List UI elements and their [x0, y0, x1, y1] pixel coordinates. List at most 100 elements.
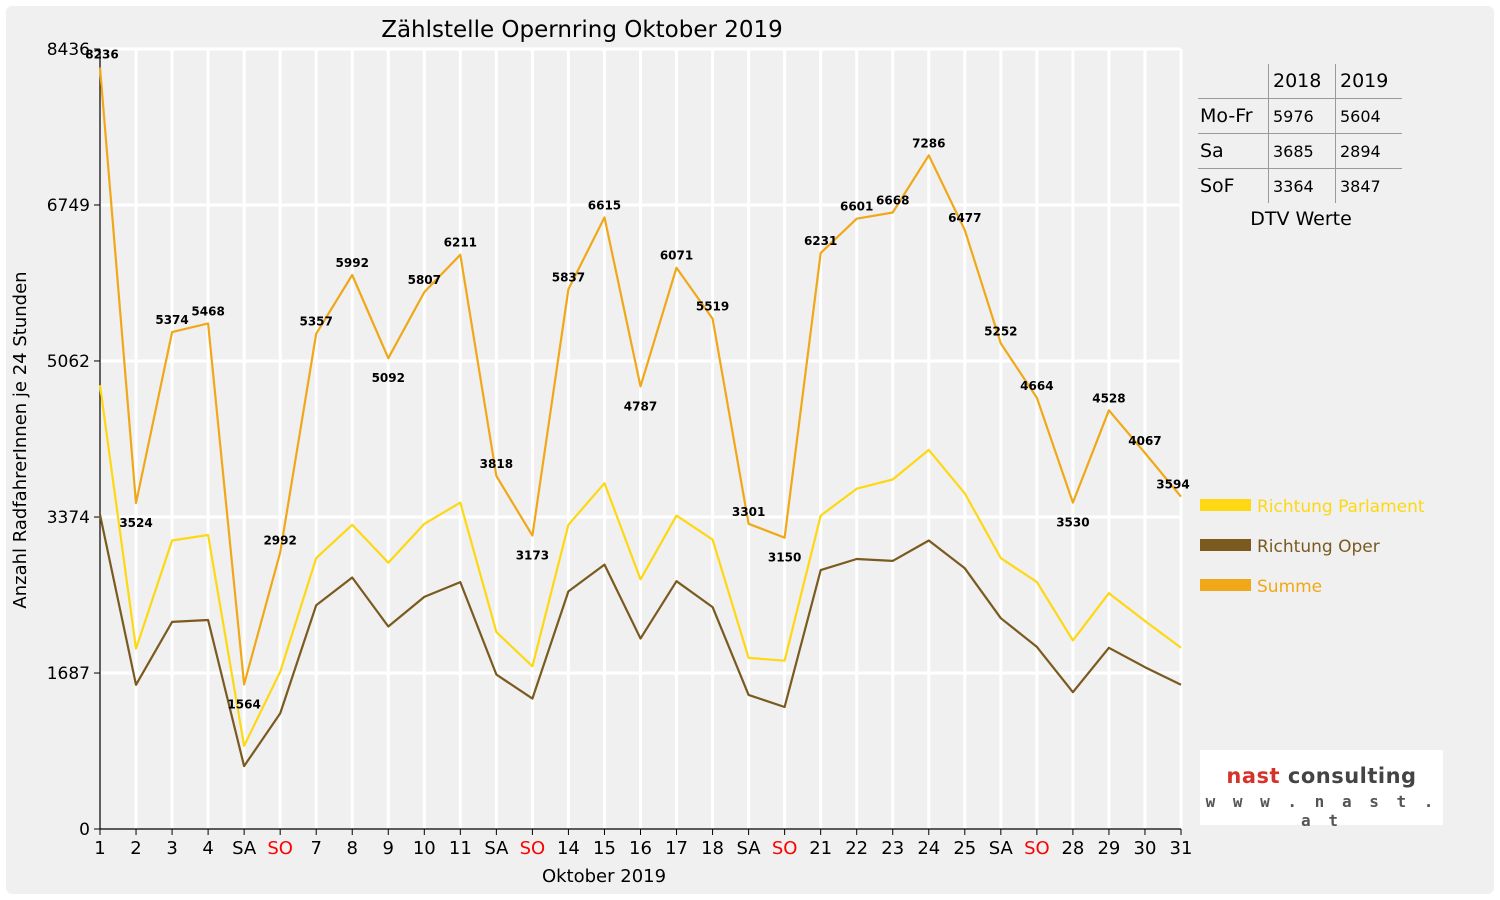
- y-tick-label: 8436: [47, 40, 90, 60]
- dtv-value-2018: 3685: [1268, 133, 1336, 169]
- data-label: 6211: [444, 236, 477, 250]
- y-tick-label: 6749: [47, 196, 90, 216]
- legend-swatch: [1200, 499, 1251, 511]
- x-tick-label: 9: [383, 838, 394, 859]
- x-tick-label: 31: [1170, 838, 1193, 859]
- x-tick-label: SO: [772, 838, 798, 859]
- data-label: 5252: [984, 324, 1017, 338]
- data-label: 6601: [840, 200, 873, 214]
- legend-label: Richtung Oper: [1257, 537, 1380, 557]
- x-tick-label: 8: [347, 838, 358, 859]
- logo-brand-part1: nast: [1226, 764, 1281, 788]
- x-axis-label: Oktober 2019: [542, 866, 666, 887]
- data-label: 2992: [263, 533, 296, 547]
- x-tick-label: 10: [413, 838, 436, 859]
- data-label: 4067: [1128, 434, 1161, 448]
- chart-title: Zählstelle Opernring Oktober 2019: [381, 17, 783, 43]
- dtv-value-2019: 3847: [1335, 168, 1402, 203]
- dtv-table: 2018 2019 Mo-Fr 5976 5604 Sa 3685 2894 S…: [1198, 64, 1402, 203]
- x-tick-label: SO: [520, 838, 546, 859]
- legend-swatch: [1200, 539, 1251, 551]
- legend-swatch: [1200, 579, 1251, 591]
- data-label: 5807: [408, 273, 441, 287]
- data-label: 4787: [624, 399, 657, 413]
- dtv-row-label: SoF: [1198, 168, 1269, 203]
- data-label: 5519: [696, 300, 729, 314]
- logo-brand: nast consulting: [1200, 764, 1443, 788]
- data-label: 7286: [912, 136, 945, 150]
- x-tick-label: SO: [267, 838, 293, 859]
- data-label: 3301: [732, 505, 765, 519]
- dtv-row-mofr: Mo-Fr 5976 5604: [1198, 98, 1402, 134]
- x-tick-label: 14: [557, 838, 580, 859]
- dtv-value-2019: 2894: [1335, 133, 1402, 169]
- dtv-value-2018: 3364: [1268, 168, 1336, 203]
- dtv-value-2018: 5976: [1268, 98, 1336, 134]
- dtv-header-2018: 2018: [1268, 64, 1336, 99]
- x-tick-label: SA: [484, 838, 509, 859]
- dtv-caption: DTV Werte: [1250, 208, 1352, 230]
- company-logo: nast consulting w w w . n a s t . a t: [1200, 750, 1443, 830]
- x-tick-label: 1: [94, 838, 105, 859]
- legend-label: Summe: [1257, 577, 1322, 597]
- data-label: 8236: [85, 47, 118, 61]
- data-label: 5357: [299, 315, 332, 329]
- logo-brand-part2: consulting: [1287, 764, 1417, 788]
- y-tick-label: 5062: [47, 352, 90, 372]
- data-label: 1564: [227, 697, 260, 711]
- dtv-row-label: Sa: [1198, 133, 1269, 169]
- y-tick-label: 1687: [47, 664, 90, 684]
- legend-label: Richtung Parlament: [1257, 497, 1425, 517]
- data-label: 4664: [1020, 379, 1053, 393]
- y-axis-label: Anzahl RadfahrerInnen je 24 Stunden: [10, 271, 31, 608]
- x-tick-label: 15: [593, 838, 616, 859]
- dtv-row-label: Mo-Fr: [1198, 98, 1269, 134]
- data-label: 5374: [155, 313, 188, 327]
- data-label: 5092: [372, 371, 405, 385]
- data-label: 3524: [119, 516, 152, 530]
- y-tick-label: 3374: [47, 508, 90, 528]
- x-tick-label: 22: [845, 838, 868, 859]
- x-tick-label: 17: [665, 838, 688, 859]
- dtv-header-2019: 2019: [1335, 64, 1402, 99]
- data-label: 5837: [552, 270, 585, 284]
- x-tick-label: 30: [1134, 838, 1157, 859]
- data-label: 3818: [480, 457, 513, 471]
- dtv-header-row: 2018 2019: [1198, 64, 1402, 99]
- x-tick-label: 23: [881, 838, 904, 859]
- dtv-value-2019: 5604: [1335, 98, 1402, 134]
- data-label: 3173: [516, 549, 549, 563]
- x-tick-label: 11: [449, 838, 472, 859]
- x-tick-label: 16: [629, 838, 652, 859]
- data-label: 6477: [948, 211, 981, 225]
- x-tick-label: 4: [202, 838, 213, 859]
- y-tick-label: 0: [79, 820, 90, 840]
- data-label: 5468: [191, 304, 224, 318]
- x-tick-label: 25: [953, 838, 976, 859]
- series-line-richtung-oper: [98, 514, 1182, 768]
- x-tick-label: SA: [737, 838, 762, 859]
- x-tick-label: SA: [232, 838, 257, 859]
- dtv-header-empty: [1198, 64, 1269, 99]
- x-tick-label: 3: [166, 838, 177, 859]
- data-label: 3530: [1056, 516, 1089, 530]
- data-label: 4528: [1092, 391, 1125, 405]
- x-tick-label: 21: [809, 838, 832, 859]
- x-tick-label: 18: [701, 838, 724, 859]
- x-tick-label: 7: [310, 838, 321, 859]
- logo-url: w w w . n a s t . a t: [1205, 792, 1438, 830]
- data-label: 6668: [876, 193, 909, 207]
- data-label: 5992: [336, 256, 369, 270]
- data-label: 3594: [1156, 478, 1189, 492]
- x-tick-label: 29: [1097, 838, 1120, 859]
- dtv-row-sa: Sa 3685 2894: [1198, 133, 1402, 169]
- x-tick-label: 28: [1061, 838, 1084, 859]
- series-line-richtung-parlament: [98, 385, 1182, 747]
- series-line-summe: [98, 67, 1182, 686]
- x-tick-label: 2: [130, 838, 141, 859]
- data-label: 3150: [768, 551, 801, 565]
- data-label: 6615: [588, 198, 621, 212]
- x-tick-label: SA: [989, 838, 1014, 859]
- data-label: 6231: [804, 234, 837, 248]
- x-tick-label: 24: [917, 838, 940, 859]
